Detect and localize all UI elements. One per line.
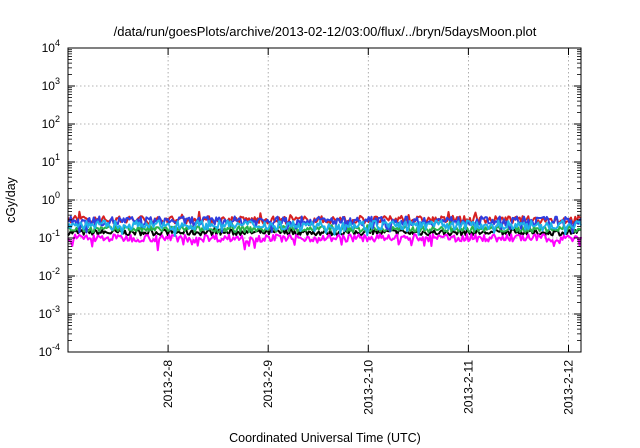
series-lines <box>67 210 582 252</box>
y-tick-label: 102 <box>42 114 60 131</box>
x-tick-label: 2013-2-11 <box>461 360 475 414</box>
x-tick-label: 2013-2-10 <box>361 360 375 415</box>
y-tick-label: 10-1 <box>39 228 60 245</box>
y-tick-label: 101 <box>42 152 60 169</box>
y-tick-label: 10-4 <box>39 342 60 359</box>
series-line <box>67 219 582 237</box>
y-tick-label: 10-3 <box>39 304 60 321</box>
y-axis-ticks: 10-4 10-3 10-2 10-1 100 101 102 103 104 <box>39 38 581 359</box>
series-line <box>67 233 582 252</box>
x-axis-ticks: 2013-2-8 2013-2-9 2013-2-10 2013-2-11 2013-2… <box>161 48 575 415</box>
x-axis-label: Coordinated Universal Time (UTC) <box>229 431 421 445</box>
x-tick-label: 2013-2-12 <box>561 360 575 415</box>
grid <box>68 48 581 352</box>
x-tick-label: 2013-2-9 <box>261 360 275 408</box>
y-tick-label: 10-2 <box>39 266 60 283</box>
y-tick-label: 100 <box>42 190 60 207</box>
x-tick-label: 2013-2-8 <box>161 360 175 408</box>
y-axis-label: cGy/day <box>4 176 18 223</box>
y-tick-label: 103 <box>42 76 60 93</box>
chart-title: /data/run/goesPlots/archive/2013-02-12/0… <box>114 24 537 39</box>
y-tick-label: 104 <box>42 38 60 55</box>
